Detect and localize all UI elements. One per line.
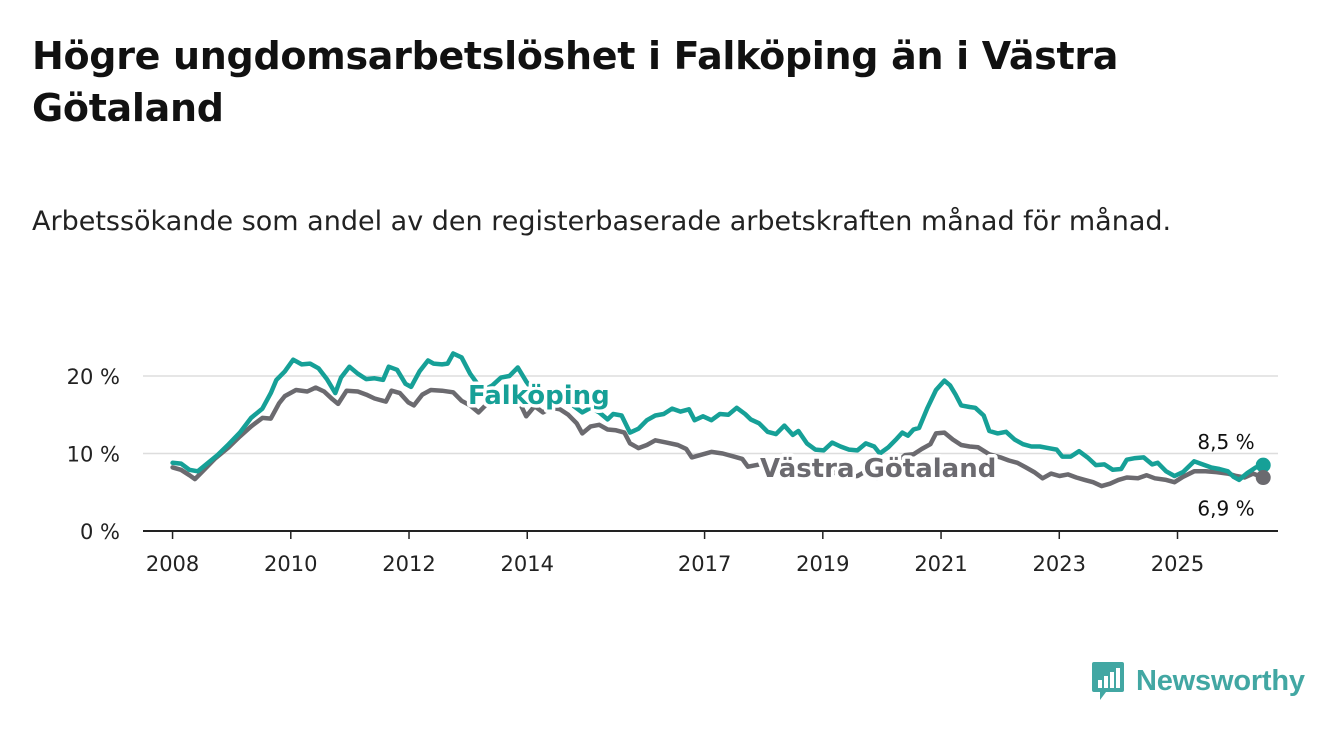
x-tick-label: 2014 bbox=[501, 552, 554, 576]
chart-subtitle: Arbetssökande som andel av den registerb… bbox=[32, 206, 1172, 237]
x-tick-label: 2019 bbox=[796, 552, 849, 576]
y-tick-label: 0 % bbox=[80, 520, 120, 544]
bar-chart-icon bbox=[1092, 662, 1124, 700]
end-label-vastra-gotaland: 6,9 % bbox=[1197, 497, 1254, 521]
x-tick-label: 2008 bbox=[146, 552, 199, 576]
x-tick-label: 2012 bbox=[382, 552, 435, 576]
brand-logo[interactable]: Newsworthy bbox=[1090, 660, 1305, 702]
end-point-falkoping bbox=[1255, 457, 1271, 473]
series-line-falkoping bbox=[170, 351, 1266, 483]
brand-name: Newsworthy bbox=[1136, 664, 1305, 697]
x-tick-label: 2023 bbox=[1033, 552, 1086, 576]
y-tick-label: 20 % bbox=[67, 365, 120, 389]
x-tick-label: 2025 bbox=[1151, 552, 1204, 576]
series-line-vastra-gotaland bbox=[170, 385, 1266, 489]
chart-title: Högre ungdomsarbetslöshet i Falköping än… bbox=[32, 34, 1119, 130]
x-tick-label: 2021 bbox=[914, 552, 967, 576]
y-tick-label: 10 % bbox=[67, 443, 120, 467]
x-tick-label: 2017 bbox=[678, 552, 731, 576]
end-point-vastra-gotaland bbox=[1255, 470, 1271, 486]
series-label-vastra-gotaland: Västra Götaland bbox=[760, 454, 996, 484]
end-label-falkoping: 8,5 % bbox=[1197, 430, 1254, 454]
x-tick-label: 2010 bbox=[264, 552, 317, 576]
series-label-falkoping: Falköping bbox=[468, 381, 610, 411]
